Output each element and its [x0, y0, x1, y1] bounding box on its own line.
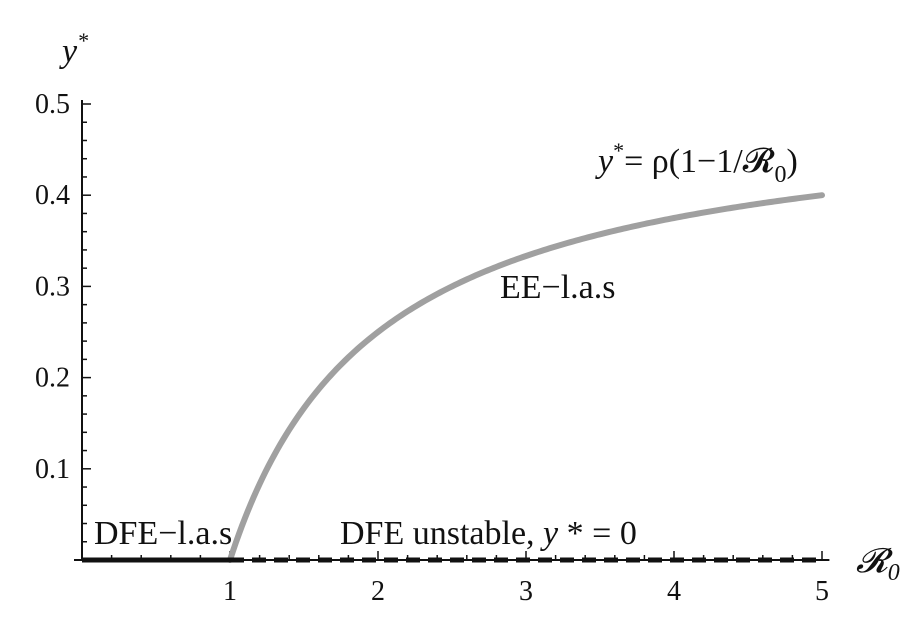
- endemic-equilibrium-curve: [230, 195, 822, 560]
- y-tick-label: 0.5: [35, 89, 70, 120]
- y-tick-label: 0.2: [35, 363, 70, 394]
- y-tick-label: 0.3: [35, 271, 70, 302]
- dfe-unstable-label: DFE unstable, y * = 0: [340, 515, 637, 552]
- y-tick-label: 0.1: [35, 454, 70, 485]
- y-tick-label: 0.4: [35, 180, 70, 211]
- y-axis-title: y*: [59, 28, 88, 70]
- x-tick-label: 5: [815, 576, 829, 607]
- x-tick-label: 3: [519, 576, 533, 607]
- curve-formula-label: y*= ρ(1−1/𝓡0): [595, 138, 798, 188]
- dfe-stable-label: DFE−l.a.s: [94, 515, 232, 552]
- x-tick-label: 2: [371, 576, 385, 607]
- x-tick-label: 4: [667, 576, 681, 607]
- x-tick-label: 1: [223, 576, 237, 607]
- ee-stability-label: EE−l.a.s: [500, 269, 615, 306]
- x-axis-title: 𝓡0: [856, 543, 900, 586]
